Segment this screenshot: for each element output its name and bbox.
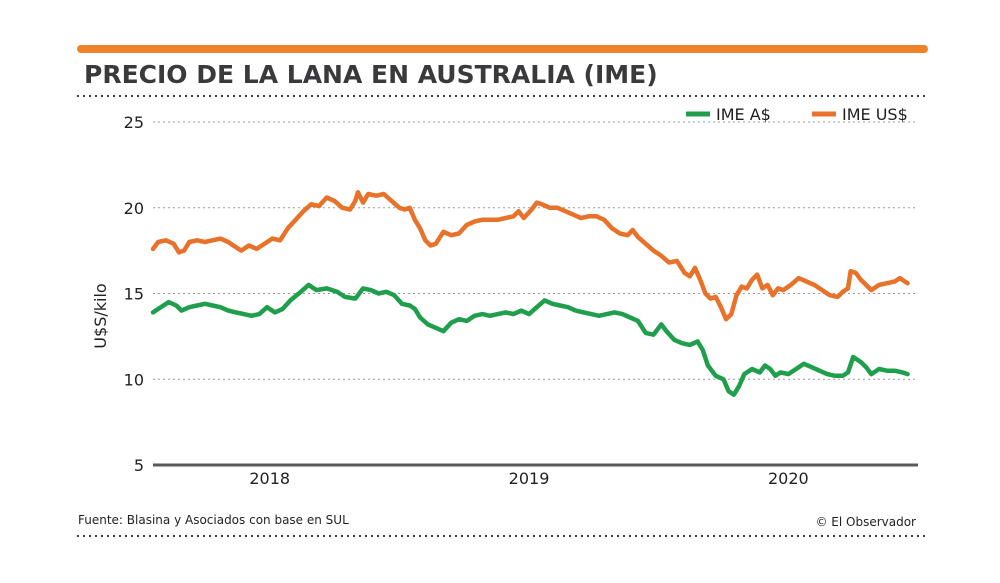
gridlines	[153, 121, 918, 467]
series-line-ime-us	[150, 190, 910, 322]
y-axis-label: U$S/kilo	[91, 283, 110, 348]
x-tick-label: 2018	[249, 469, 290, 488]
series-line-ime-a	[150, 282, 910, 397]
y-tick-label: 5	[134, 456, 144, 475]
x-axis-ticks: 2018 2019 2020	[249, 469, 808, 488]
y-tick-label: 10	[124, 370, 144, 389]
top-accent-bar	[77, 45, 928, 53]
chart-title: PRECIO DE LA LANA EN AUSTRALIA (IME)	[84, 60, 658, 89]
legend: IME A$ IME US$	[686, 105, 908, 124]
x-tick-label: 2019	[509, 469, 550, 488]
legend-label-ime-us: IME US$	[842, 105, 908, 124]
y-tick-label: 15	[124, 285, 144, 304]
series-lines	[150, 190, 910, 397]
y-tick-label: 20	[124, 199, 144, 218]
x-tick-label: 2020	[768, 469, 809, 488]
source-note: Fuente: Blasina y Asociados con base en …	[78, 513, 349, 527]
y-axis-ticks: 5 10 15 20 25	[124, 113, 144, 475]
legend-label-ime-a: IME A$	[716, 105, 771, 124]
credit-note: © El Observador	[815, 515, 916, 529]
y-tick-label: 25	[124, 113, 144, 132]
